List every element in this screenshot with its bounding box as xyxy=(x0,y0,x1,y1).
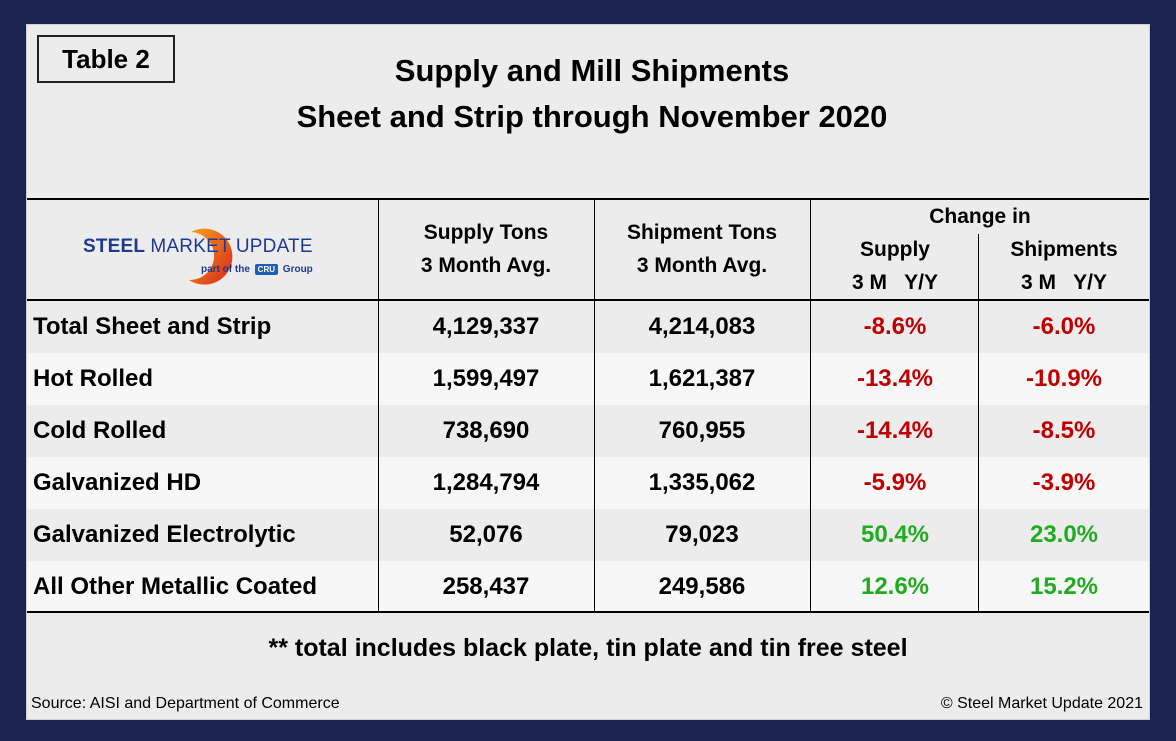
table-footnote: ** total includes black plate, tin plate… xyxy=(268,634,908,662)
change-supply-line2: 3 M Y/Y xyxy=(852,271,938,294)
cru-mark: CRU xyxy=(254,264,279,275)
copyright-note: © Steel Market Update 2021 xyxy=(940,695,1143,712)
logo-word-market-update: MARKET UPDATE xyxy=(150,236,313,257)
shipment-change-value: 23.0% xyxy=(1029,521,1099,548)
supply-value: 4,129,337 xyxy=(432,313,540,340)
change-supply-header: Supply 3 M Y/Y xyxy=(811,233,979,299)
table-bottom-rule xyxy=(27,611,1149,613)
supply-change-value: -5.9% xyxy=(863,469,927,496)
shipment-change-value: -3.9% xyxy=(1032,469,1096,496)
header-rule xyxy=(27,299,1149,301)
shipment-value: 1,621,387 xyxy=(648,365,756,392)
shipment-value: 4,214,083 xyxy=(648,313,756,340)
shipment-value: 249,586 xyxy=(658,573,746,600)
row-label: Hot Rolled xyxy=(33,365,153,392)
shipment-value: 79,023 xyxy=(665,521,739,548)
shipment-value: 1,335,062 xyxy=(648,469,756,496)
supply-value: 1,599,497 xyxy=(432,365,540,392)
table-top-rule xyxy=(27,198,1149,200)
change-shipments-header: Shipments 3 M Y/Y xyxy=(979,233,1149,299)
table-row: Hot Rolled 1,599,497 1,621,387 -13.4% -1… xyxy=(27,353,1149,405)
column-divider xyxy=(978,234,979,612)
table-row: Galvanized HD 1,284,794 1,335,062 -5.9% … xyxy=(27,457,1149,509)
table-row: All Other Metallic Coated 258,437 249,58… xyxy=(27,561,1149,613)
column-divider xyxy=(378,198,379,612)
logo-tagline: part of the CRU Group xyxy=(201,264,313,275)
supply-change-value: -8.6% xyxy=(863,313,927,340)
column-divider xyxy=(594,198,595,612)
supply-change-value: 12.6% xyxy=(860,573,930,600)
shipment-value: 760,955 xyxy=(658,417,746,444)
change-shipments-line1: Shipments xyxy=(1010,238,1118,261)
change-shipments-line2: 3 M Y/Y xyxy=(1021,271,1107,294)
shipment-tons-header: Shipment Tons 3 Month Avg. xyxy=(595,216,809,282)
change-supply-line1: Supply xyxy=(859,238,930,261)
table-panel: Table 2 Supply and Mill Shipments Sheet … xyxy=(26,24,1150,720)
supply-value: 1,284,794 xyxy=(432,469,540,496)
change-in-header: Change in xyxy=(929,205,1031,228)
logo-word-steel: STEEL xyxy=(83,236,151,257)
table-row: Cold Rolled 738,690 760,955 -14.4% -8.5% xyxy=(27,405,1149,457)
table-row: Total Sheet and Strip 4,129,337 4,214,08… xyxy=(27,301,1149,353)
logo-swoosh-icon xyxy=(189,228,233,285)
supply-value: 52,076 xyxy=(449,521,523,548)
supply-value: 258,437 xyxy=(442,573,530,600)
row-label: Galvanized Electrolytic xyxy=(33,521,296,548)
logo-tagline-suffix: Group xyxy=(282,264,313,275)
shipment-change-value: 15.2% xyxy=(1029,573,1099,600)
supply-header-line1: Supply Tons xyxy=(423,221,549,244)
supply-value: 738,690 xyxy=(442,417,530,444)
shipment-change-value: -8.5% xyxy=(1032,417,1096,444)
shipment-header-line2: 3 Month Avg. xyxy=(636,254,768,277)
supply-header-line2: 3 Month Avg. xyxy=(420,254,552,277)
shipment-change-value: -10.9% xyxy=(1025,365,1103,392)
steel-market-update-logo: STEEL MARKET UPDATE part of the CRU Grou… xyxy=(79,210,379,285)
supply-change-value: -13.4% xyxy=(856,365,934,392)
logo-wordmark: STEEL MARKET UPDATE xyxy=(83,236,313,258)
row-label: Galvanized HD xyxy=(33,469,202,496)
source-note: Source: AISI and Department of Commerce xyxy=(31,695,340,712)
shipment-change-value: -6.0% xyxy=(1032,313,1096,340)
supply-change-value: -14.4% xyxy=(856,417,934,444)
page-title: Supply and Mill Shipments xyxy=(394,53,790,88)
supply-tons-header: Supply Tons 3 Month Avg. xyxy=(379,216,593,282)
table-number-badge: Table 2 xyxy=(37,35,175,83)
logo-tagline-prefix: part of the xyxy=(201,264,250,275)
row-label: All Other Metallic Coated xyxy=(33,573,318,600)
supply-change-value: 50.4% xyxy=(860,521,930,548)
page-subtitle: Sheet and Strip through November 2020 xyxy=(296,99,888,134)
row-label: Total Sheet and Strip xyxy=(33,313,272,340)
column-divider xyxy=(810,198,811,612)
shipment-header-line1: Shipment Tons xyxy=(626,221,778,244)
row-label: Cold Rolled xyxy=(33,417,167,444)
table-row: Galvanized Electrolytic 52,076 79,023 50… xyxy=(27,509,1149,561)
